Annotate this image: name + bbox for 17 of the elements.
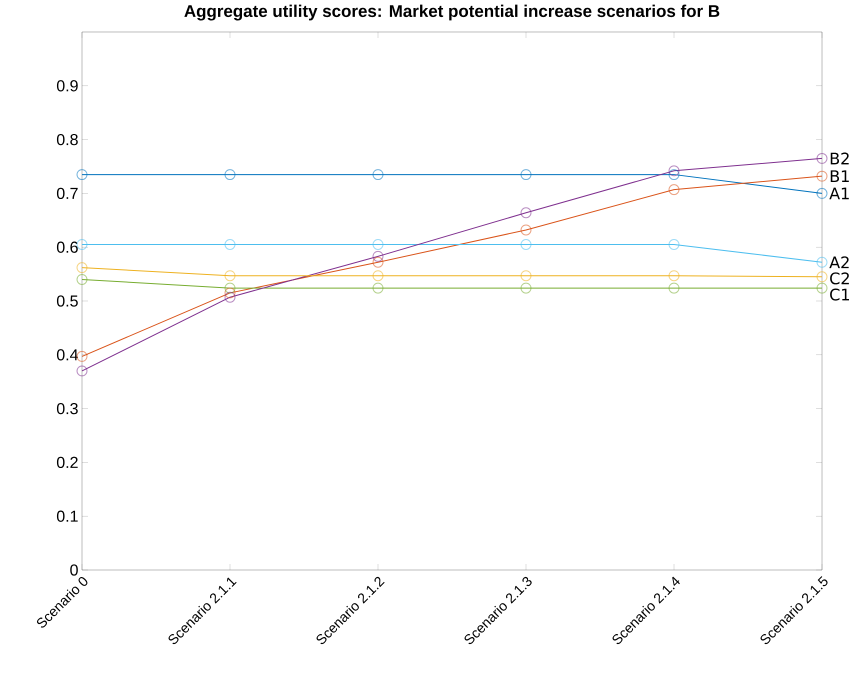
series-label: C1 <box>830 288 850 301</box>
y-tick-label: 0.8 <box>56 134 78 146</box>
y-tick-label: 0.9 <box>56 80 78 92</box>
y-tick-label: 0 <box>70 564 78 576</box>
y-tick-label: 0.4 <box>56 349 78 360</box>
y-tick-label: 0.6 <box>56 242 78 253</box>
chart-title: Aggregate utility scores: Market potential increase scenarios for B <box>184 4 720 20</box>
y-tick-label: 0.1 <box>56 510 78 522</box>
y-tick-label: 0.5 <box>56 295 78 307</box>
y-tick-label: 0.7 <box>56 188 78 200</box>
series-label: B1 <box>830 170 849 182</box>
series-label: C2 <box>830 272 849 284</box>
series-label: A2 <box>829 256 849 268</box>
series-label: B2 <box>830 152 849 164</box>
y-tick-label: 0.3 <box>56 402 78 414</box>
y-tick-label: 0.2 <box>56 456 78 468</box>
series-label: A1 <box>829 188 849 200</box>
